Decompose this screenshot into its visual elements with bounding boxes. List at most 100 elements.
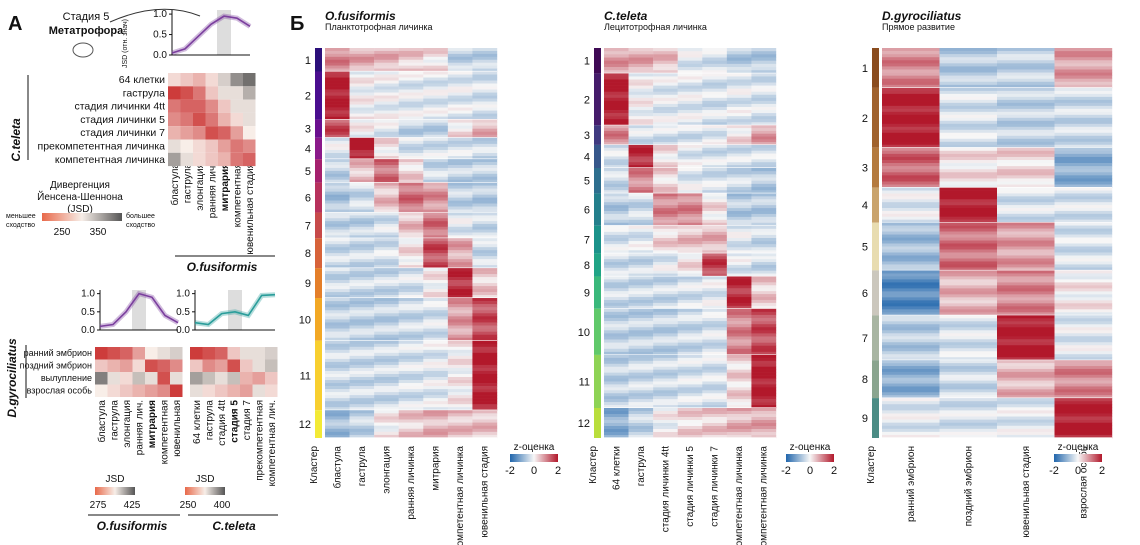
heat-cell (447, 244, 473, 248)
heat-cell (349, 349, 375, 354)
heat-cell (882, 261, 940, 265)
heat-cell (628, 241, 654, 245)
heat-cell (882, 184, 940, 188)
heat-cell (939, 333, 998, 337)
heat-cell (702, 305, 728, 310)
heat-cell (653, 264, 678, 269)
heat-cell (726, 211, 752, 215)
heat-cell (374, 398, 399, 402)
heat-cell (349, 229, 375, 233)
heat-cell (702, 299, 728, 304)
heat-cell (653, 305, 678, 310)
heat-cell (447, 209, 473, 213)
heat-cell (423, 113, 449, 117)
heat-cell (628, 381, 654, 385)
dg-row-label: поздний эмбрион (20, 361, 92, 371)
heat-cell (653, 321, 678, 325)
heat-cell (677, 414, 703, 418)
heat-cell (628, 336, 654, 340)
heat-cell (702, 285, 728, 289)
jsd-cell (132, 372, 145, 385)
heat-cell (398, 307, 424, 311)
heat-cell (677, 150, 703, 154)
heat-cell (398, 128, 424, 132)
heat-cell (374, 48, 399, 52)
heat-cell (604, 324, 629, 328)
heat-cell (374, 428, 399, 433)
heat-cell (882, 351, 940, 355)
heat-cell (325, 328, 350, 332)
heat-cell (653, 435, 678, 439)
jsd-cell (190, 359, 203, 372)
heat-cell (997, 129, 1055, 134)
heat-cell (374, 328, 399, 332)
heat-cell (997, 333, 1055, 337)
heat-cell (1054, 169, 1113, 173)
heat-cell (628, 288, 654, 292)
heat-cell (653, 144, 678, 149)
heat-cell (325, 95, 350, 99)
jsd-cell (230, 126, 243, 140)
heat-cell (653, 372, 678, 376)
heat-cell (726, 336, 752, 340)
heat-cell (374, 50, 399, 55)
heat-cell (472, 146, 498, 151)
heat-cell (1054, 288, 1113, 292)
heat-cell (677, 88, 703, 93)
heat-cell (997, 360, 1055, 364)
heat-cell (1054, 252, 1113, 256)
heat-cell (325, 289, 350, 293)
panel-a-letter: А (8, 13, 22, 35)
heat-cell (374, 364, 399, 369)
heat-cell (726, 378, 752, 382)
heat-cell (677, 314, 703, 319)
heat-cell (423, 398, 449, 402)
jsd-cell (168, 112, 181, 127)
heat-cell (472, 425, 498, 430)
heat-cell (325, 170, 350, 175)
heat-cell (677, 156, 703, 160)
heat-cell (374, 310, 399, 314)
heat-cell (423, 401, 449, 405)
heat-cell (349, 295, 375, 299)
heat-cell (325, 59, 350, 63)
heat-cell (726, 285, 752, 289)
zscore-colorbar (510, 454, 558, 462)
heat-cell (398, 188, 424, 192)
heat-cell (472, 159, 498, 163)
heat-cell (653, 381, 678, 385)
heat-cell (374, 425, 399, 430)
heat-cell (628, 387, 654, 391)
heat-cell (1054, 410, 1113, 414)
heat-cell (677, 225, 703, 230)
heat-cell (997, 66, 1055, 70)
heat-cell (997, 102, 1055, 107)
heat-cell (423, 134, 449, 139)
heat-cell (939, 102, 998, 107)
heat-cell (653, 259, 678, 263)
heat-cell (604, 369, 629, 373)
heat-cell (325, 286, 350, 290)
heat-cell (325, 140, 350, 145)
cluster-bar (594, 408, 601, 438)
heat-cell (349, 265, 375, 269)
heat-cell (1054, 273, 1113, 277)
heat-cell (882, 99, 940, 104)
heat-cell (423, 316, 449, 320)
heat-cell (447, 377, 473, 381)
heat-cell (751, 423, 777, 427)
heat-cell (726, 196, 752, 200)
heat-cell (997, 252, 1055, 256)
heat-cell (997, 141, 1055, 146)
heat-cell (604, 308, 629, 313)
heat-cell (325, 185, 350, 189)
heat-cell (447, 289, 473, 293)
heat-cell (604, 384, 629, 388)
heat-cell (939, 416, 998, 420)
heat-cell (374, 83, 399, 87)
heat-cell (751, 253, 777, 257)
heat-cell (997, 407, 1055, 411)
heat-cell (423, 319, 449, 323)
heat-cell (702, 225, 728, 230)
